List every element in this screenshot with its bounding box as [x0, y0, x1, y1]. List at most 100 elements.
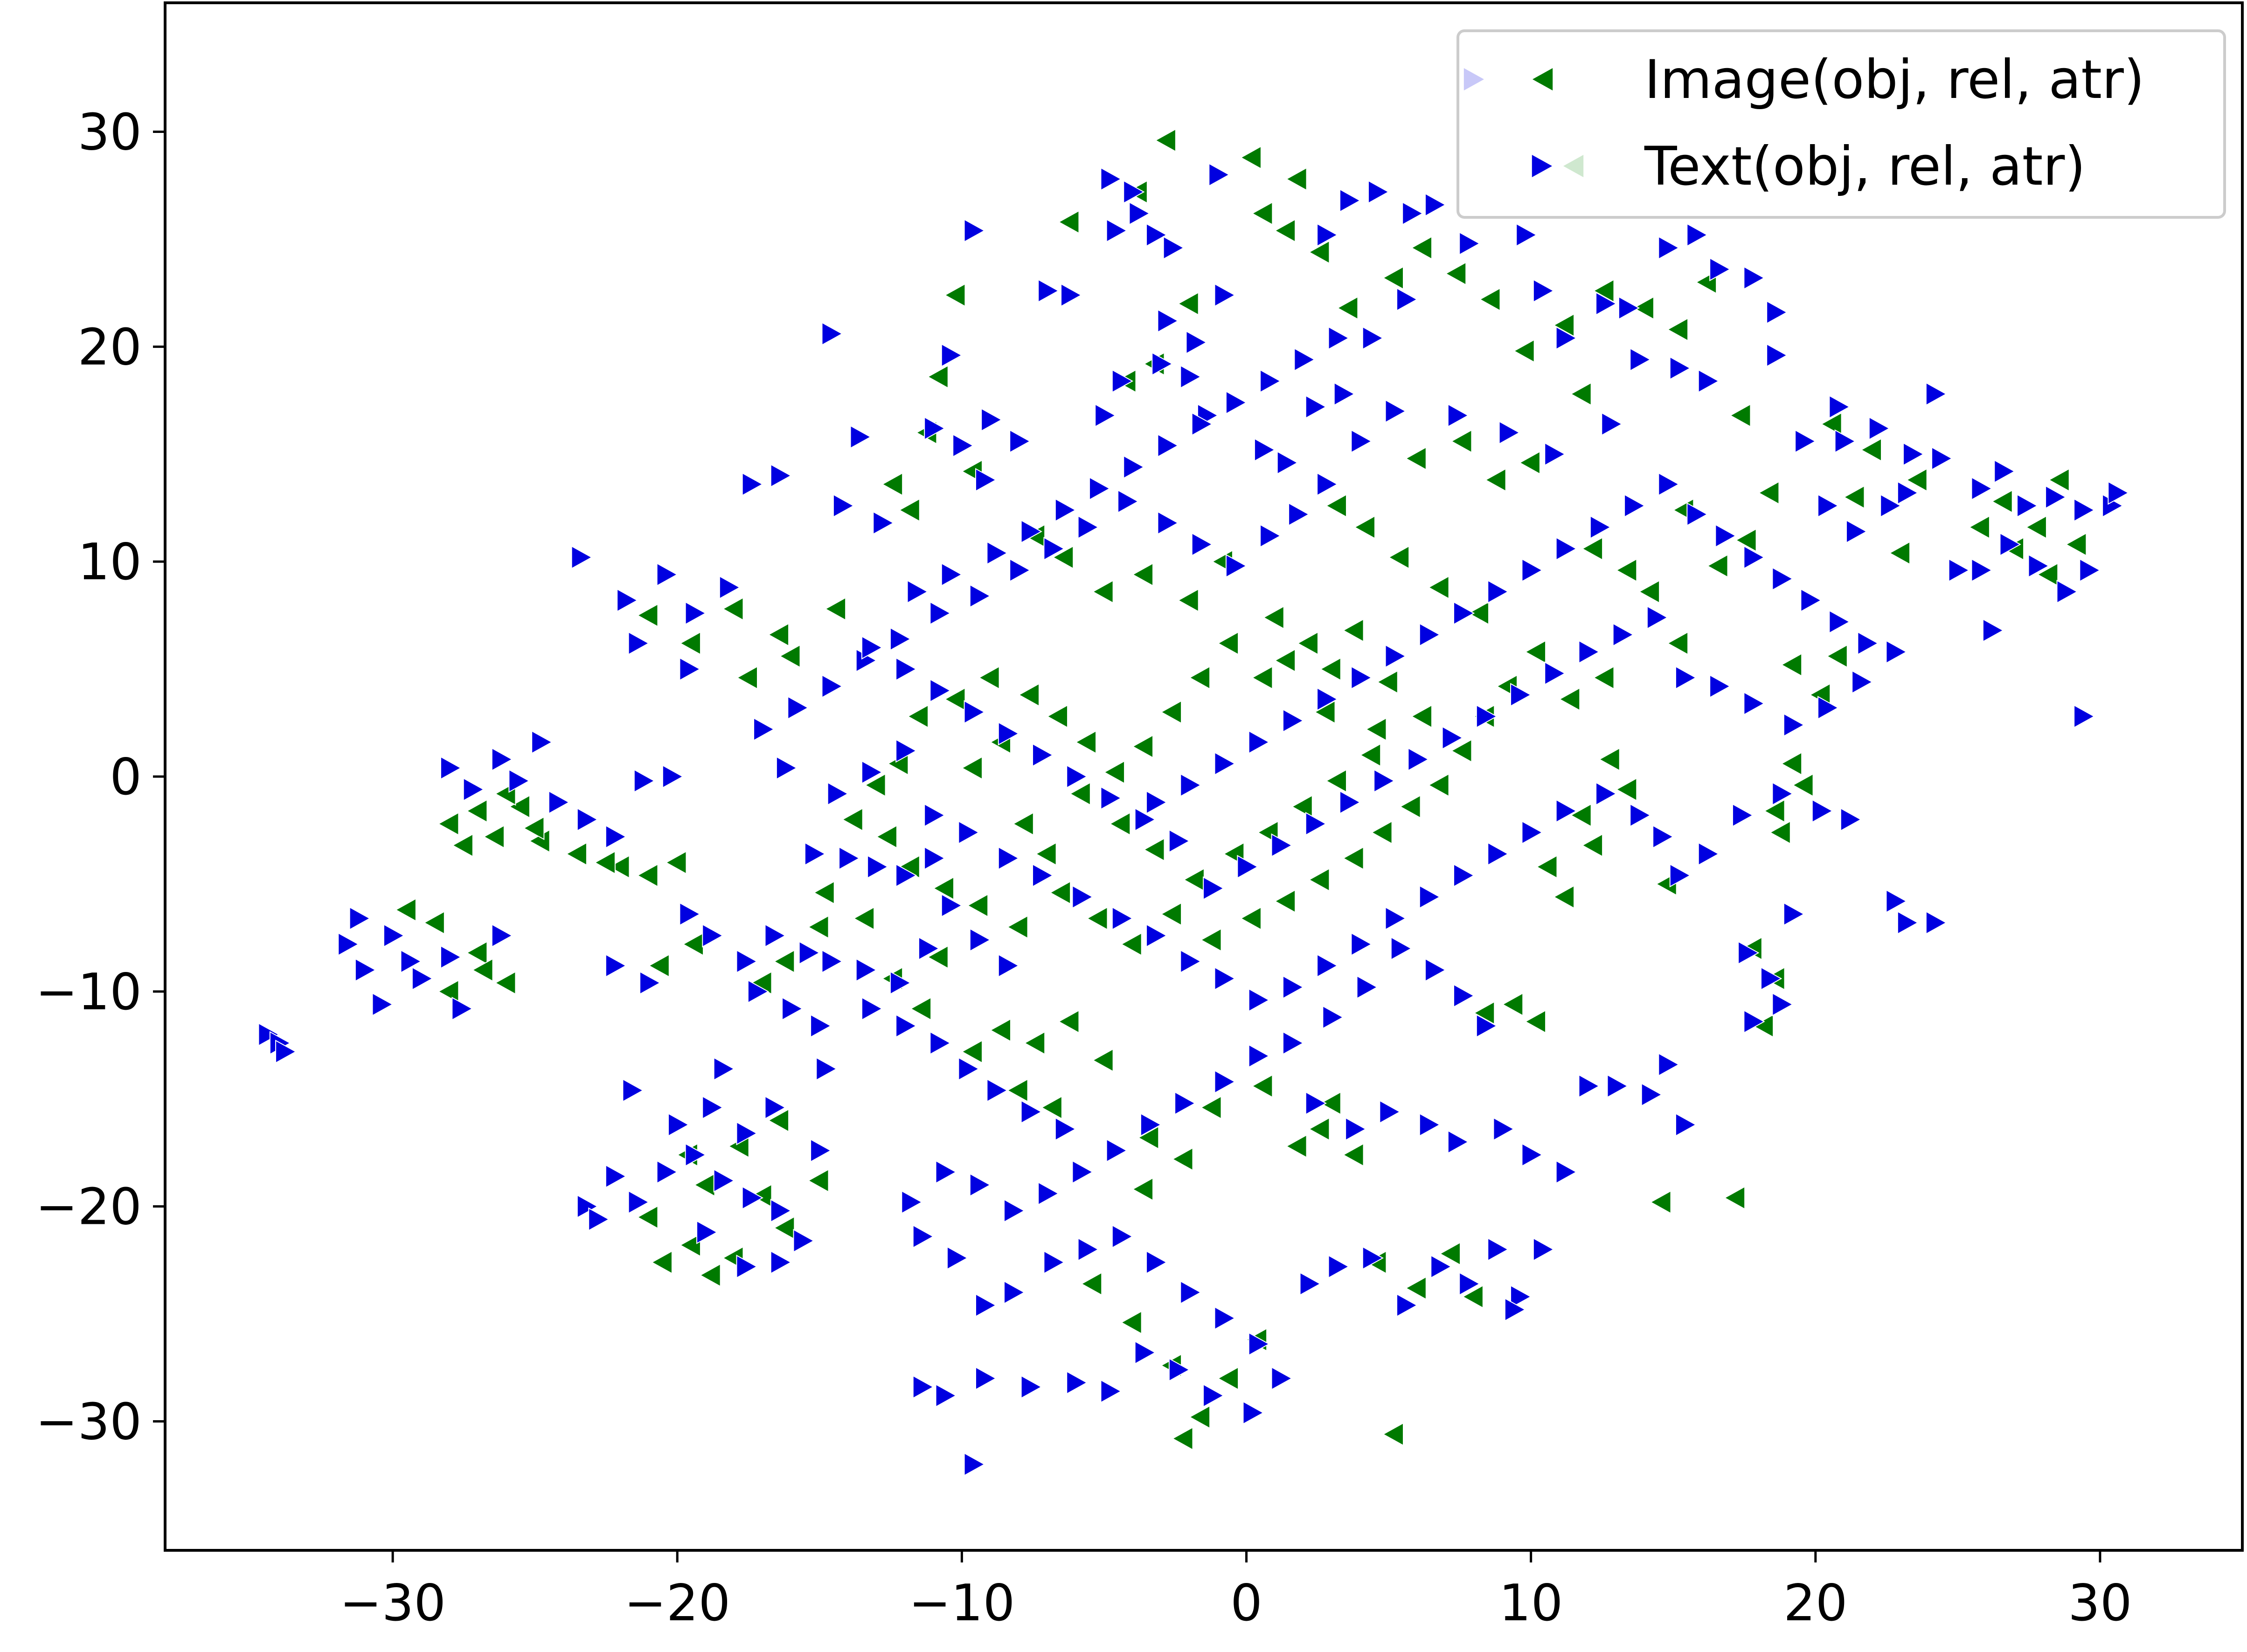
data-point: [1544, 661, 1566, 686]
data-point: [1829, 395, 1851, 419]
data-point: [395, 898, 416, 922]
data-point: [1203, 876, 1225, 901]
data-point: [1180, 365, 1202, 389]
data-point: [1134, 1340, 1156, 1365]
data-point: [804, 842, 826, 866]
data-point: [508, 794, 530, 819]
series-text: [258, 162, 2129, 1477]
data-point: [1521, 1143, 1543, 1167]
data-point: [821, 674, 843, 699]
data-point: [821, 949, 843, 974]
data-point: [508, 769, 530, 793]
data-point: [1994, 459, 2016, 484]
data-point: [1763, 799, 1785, 823]
data-point: [1373, 769, 1395, 793]
data-point: [1004, 1280, 1026, 1305]
data-point: [637, 603, 659, 628]
data-point: [565, 842, 587, 866]
data-point: [1018, 683, 1040, 707]
data-point: [1419, 623, 1441, 647]
data-point: [472, 958, 493, 982]
data-point: [1484, 468, 1506, 492]
data-point: [1066, 1370, 1088, 1395]
data-point: [1382, 1422, 1404, 1446]
data-point: [2017, 493, 2039, 518]
x-tick-label: −10: [909, 1574, 1015, 1632]
data-point: [1735, 528, 1757, 552]
data-point: [867, 854, 889, 879]
data-point: [742, 1186, 763, 1210]
data-point: [576, 1194, 599, 1219]
data-point: [1248, 1332, 1270, 1356]
data-point: [935, 1383, 957, 1408]
data-point: [1428, 575, 1449, 600]
data-point: [1533, 1237, 1555, 1262]
data-point: [1709, 674, 1731, 699]
data-point: [1607, 1074, 1629, 1098]
data-point: [1075, 730, 1097, 754]
data-point: [466, 941, 488, 965]
data-point: [1769, 820, 1791, 845]
data-point: [998, 722, 1020, 746]
data-point: [1009, 558, 1031, 583]
data-point: [1072, 885, 1094, 909]
data-point: [605, 953, 627, 978]
data-point: [1337, 296, 1359, 320]
data-point: [1345, 1117, 1367, 1141]
data-point: [961, 1040, 983, 1064]
data-point: [753, 717, 775, 742]
data-point: [855, 958, 877, 982]
data-point: [662, 764, 684, 789]
data-point: [969, 584, 992, 608]
data-point: [1168, 1358, 1191, 1382]
data-point: [782, 997, 804, 1021]
data-point: [964, 700, 985, 724]
data-point: [1521, 820, 1543, 845]
data-point: [605, 825, 627, 849]
data-point: [1058, 1009, 1080, 1034]
data-point: [1439, 1242, 1461, 1266]
data-point: [895, 863, 917, 888]
data-point: [1006, 915, 1028, 939]
data-point: [850, 425, 872, 449]
data-point: [466, 799, 488, 823]
data-point: [1666, 631, 1689, 655]
legend-marker-faint: [1563, 155, 1584, 177]
data-point: [895, 1013, 917, 1038]
data-point: [941, 893, 963, 918]
data-point: [1180, 949, 1202, 974]
data-point: [810, 1138, 832, 1163]
x-tick-label: −20: [624, 1574, 730, 1632]
data-point: [594, 850, 616, 875]
data-point: [1140, 1112, 1162, 1137]
data-point: [1925, 382, 1948, 406]
data-point: [969, 928, 992, 952]
data-point: [2108, 481, 2129, 505]
data-point: [1214, 966, 1236, 991]
data-point: [1570, 803, 1592, 827]
data-point: [1616, 777, 1637, 802]
data-point: [1203, 1383, 1225, 1408]
data-point: [1180, 1280, 1202, 1305]
data-point: [1157, 433, 1179, 458]
data-point: [1408, 747, 1429, 771]
data-point: [1305, 1091, 1327, 1116]
data-point: [1589, 515, 1612, 540]
data-point: [1254, 437, 1276, 462]
data-point: [1049, 881, 1071, 905]
data-point: [1305, 395, 1327, 419]
plot-frame: [164, 1, 2244, 1552]
y-tick-label: 20: [78, 318, 142, 376]
data-point: [1766, 343, 1788, 368]
data-point: [1886, 889, 1907, 913]
data-point: [1419, 1112, 1441, 1137]
data-point: [1843, 485, 1865, 509]
x-axis: −30 −20 −10 0 10 20 30: [340, 1550, 2132, 1632]
data-point: [810, 1013, 832, 1038]
data-point: [633, 769, 656, 793]
data-point: [1709, 257, 1731, 282]
data-point: [1630, 803, 1651, 827]
data-point: [770, 464, 792, 488]
data-point: [742, 472, 763, 496]
data-point: [1510, 683, 1532, 707]
